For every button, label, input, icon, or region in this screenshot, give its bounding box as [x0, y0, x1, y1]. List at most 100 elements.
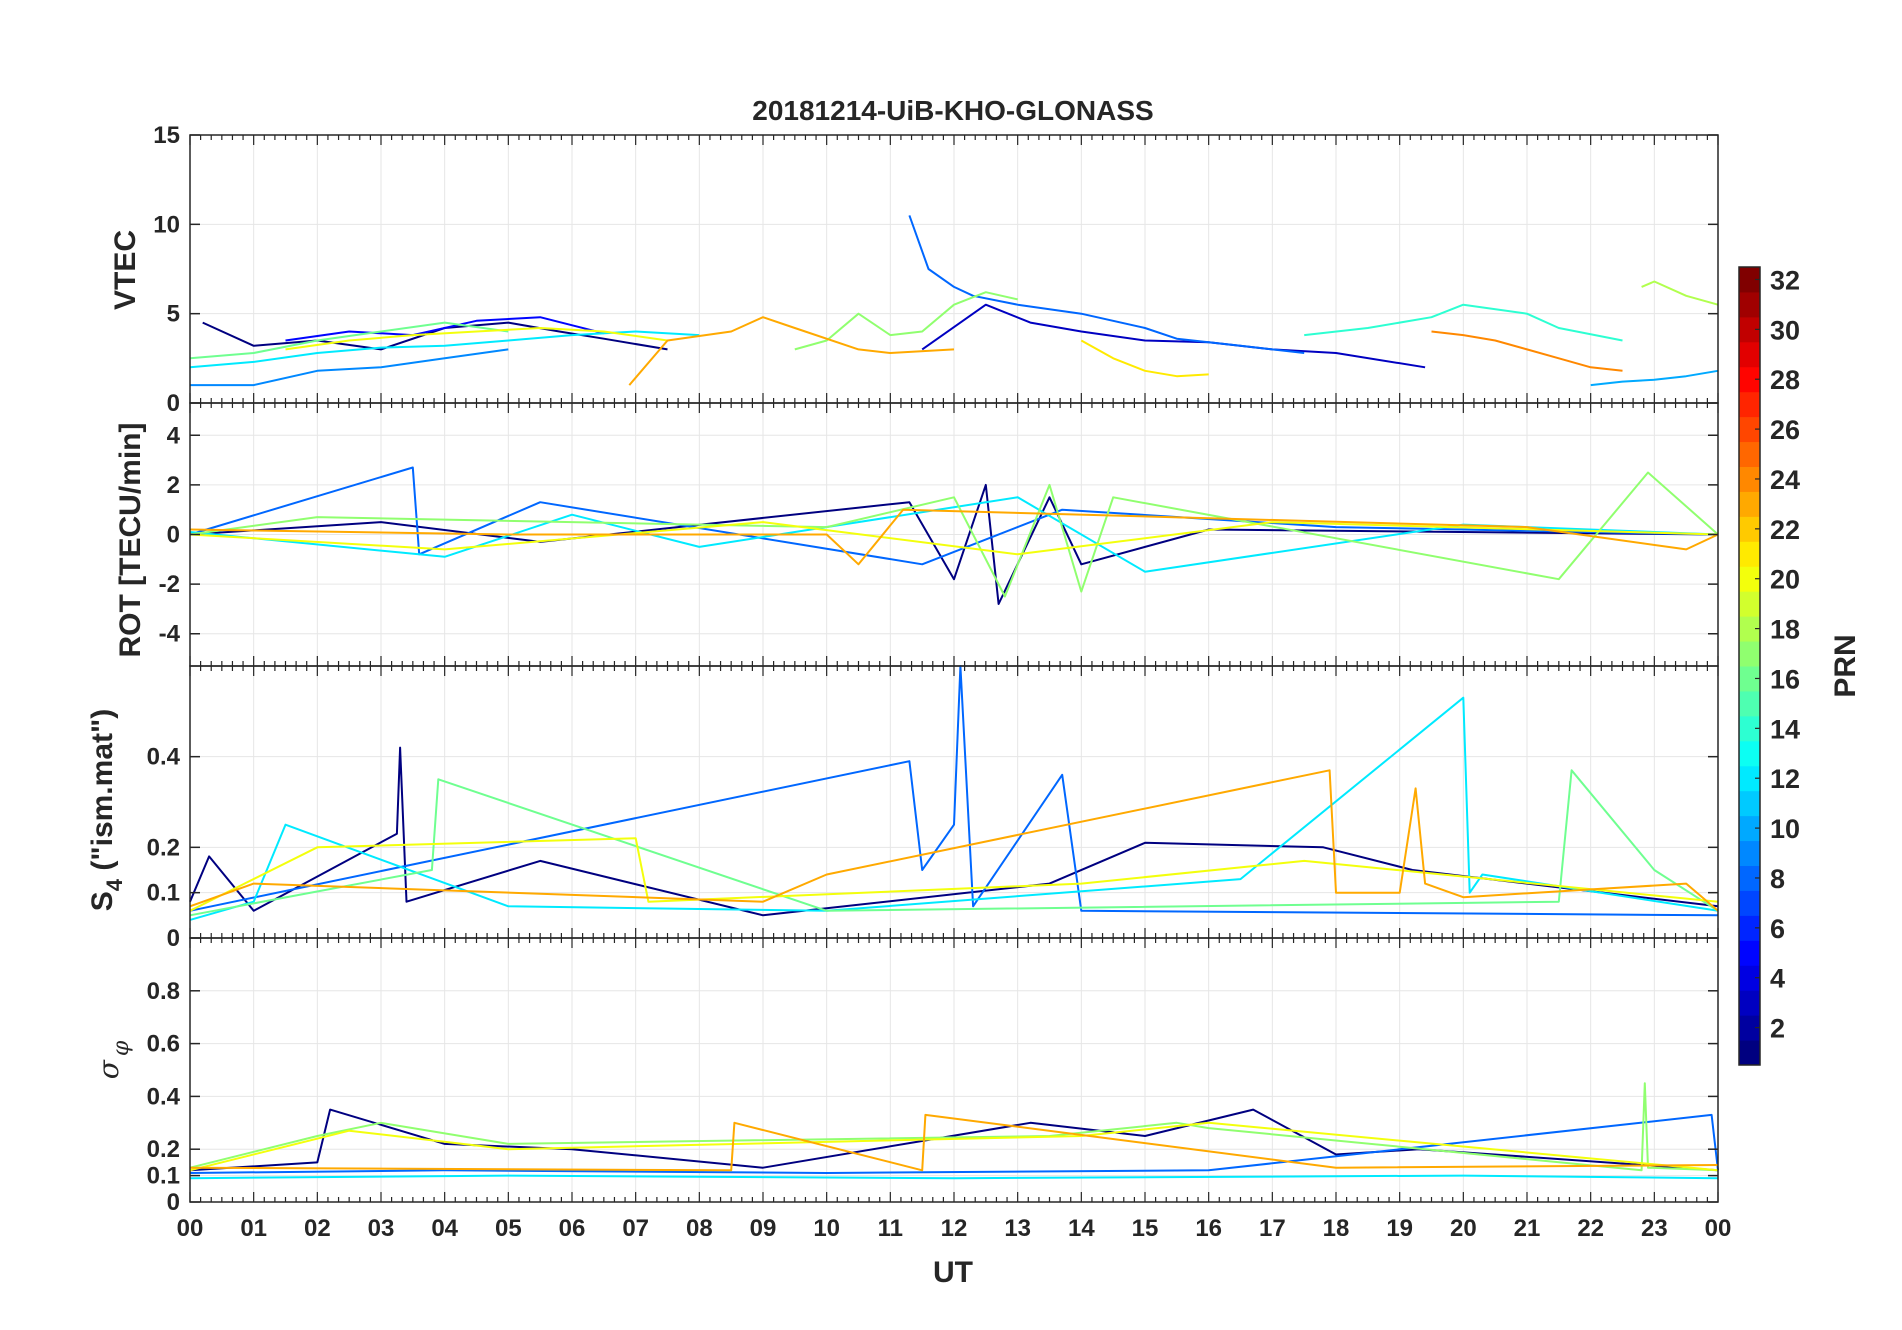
- x-tick-label: 08: [686, 1215, 713, 1242]
- colorbar-band: [1739, 416, 1760, 443]
- sigma-phi-series-prn-12: [189, 1174, 1719, 1180]
- rot-series-prn-17: [189, 471, 1719, 598]
- sigma-phi-y-tick-label: 0.6: [147, 1031, 180, 1058]
- colorbar-band: [1739, 291, 1760, 318]
- colorbar-band: [1739, 865, 1760, 891]
- x-tick-label: 19: [1386, 1215, 1413, 1242]
- vtec-y-tick-label: 15: [153, 122, 180, 149]
- colorbar-band: [1739, 1040, 1760, 1066]
- sigma-phi-panel: 00.10.2 0.4 0.6 0.8 σφ 00 01 02 03 04 05 06 07 08 09…: [92, 937, 1732, 1289]
- colorbar-band: [1739, 815, 1760, 842]
- chart-title: 20181214-UiB-KHO-GLONASS: [752, 95, 1153, 126]
- s4-series-prn-1: [189, 746, 1719, 917]
- vtec-series-prn-17: [794, 291, 1018, 351]
- colorbar-tick-label: 30: [1770, 315, 1800, 345]
- colorbar-tick-label: 2: [1770, 1014, 1785, 1044]
- s4-y-axis-label-main: S: [86, 891, 119, 911]
- colorbar-tick-label: 14: [1770, 714, 1800, 744]
- sigma-phi-y-axis-label-sub: φ: [109, 1040, 134, 1056]
- colorbar-band: [1739, 690, 1760, 717]
- s4-y-tick-label: 0.2: [147, 834, 180, 861]
- rot-y-tick-labels: -4 -2 0 2 4: [159, 422, 181, 647]
- s4-y-axis-label-sub: 4: [102, 878, 127, 891]
- colorbar-tick-label: 4: [1770, 964, 1785, 994]
- x-tick-label: 14: [1068, 1215, 1095, 1242]
- colorbar-band: [1739, 915, 1760, 941]
- colorbar-tick-label: 16: [1770, 664, 1800, 694]
- rot-series-prn-12: [189, 496, 1719, 573]
- colorbar-tick-label: 32: [1770, 265, 1800, 295]
- colorbar-tick-label: 20: [1770, 565, 1800, 595]
- s4-series-prn-20: [189, 837, 1719, 912]
- x-tick-label: 09: [750, 1215, 777, 1242]
- colorbar-band: [1739, 940, 1760, 966]
- rot-y-tick-label: -2: [159, 571, 180, 598]
- rot-grid: [189, 403, 1719, 666]
- x-tick-label: 00: [177, 1215, 204, 1242]
- colorbar-bands: [1739, 267, 1760, 1066]
- rot-y-tick-label: -4: [159, 621, 181, 648]
- sigma-phi-y-tick-label: 0.2: [147, 1136, 180, 1163]
- s4-y-axis-label-rest: ("ism.mat"): [86, 709, 119, 879]
- rot-series-prn-8: [189, 466, 1719, 566]
- sigma-phi-y-tick-label: 0: [167, 1189, 180, 1216]
- vtec-series-prn-5: [285, 316, 605, 342]
- x-tick-labels: 00 01 02 03 04 05 06 07 08 09 10 11 12 13 14 15 16 17 18 19…: [177, 1215, 1732, 1242]
- rot-y-tick-label: 0: [167, 522, 180, 549]
- colorbar-band: [1739, 391, 1760, 418]
- rot-series: [189, 466, 1719, 605]
- sigma-phi-series-prn-17: [189, 1082, 1719, 1172]
- colorbar-band: [1739, 740, 1760, 767]
- sigma-phi-series-prn-20: [189, 1121, 1719, 1172]
- vtec-series: [189, 215, 1719, 387]
- rot-y-tick-label: 4: [167, 422, 181, 449]
- x-tick-label: 21: [1514, 1215, 1541, 1242]
- s4-y-tick-labels: 0 0.1 0.2 0.4: [147, 744, 181, 952]
- x-tick-label: 22: [1577, 1215, 1604, 1242]
- colorbar-band: [1739, 990, 1760, 1016]
- vtec-frame: [189, 134, 1719, 404]
- sigma-phi-series: [189, 1082, 1719, 1180]
- s4-y-tick-label: 0.4: [147, 744, 181, 771]
- colorbar-band: [1739, 541, 1760, 567]
- sigma-phi-grid: [189, 938, 1719, 1203]
- x-tick-label: 12: [941, 1215, 968, 1242]
- colorbar-tick-label: 8: [1770, 864, 1785, 894]
- colorbar-band: [1739, 1015, 1760, 1041]
- sigma-phi-series-prn-23: [189, 1113, 1719, 1172]
- colorbar-band: [1739, 666, 1760, 692]
- colorbar-tick-label: 28: [1770, 365, 1800, 395]
- vtec-series-prn-21: [1080, 339, 1209, 378]
- colorbar-band: [1739, 965, 1760, 991]
- colorbar-band: [1739, 491, 1760, 517]
- colorbar-tick-label: 26: [1770, 415, 1800, 445]
- colorbar-tick-label: 10: [1770, 814, 1800, 844]
- sigma-phi-series-prn-8: [189, 1113, 1719, 1174]
- sigma-phi-y-axis-label: σφ: [92, 1040, 134, 1079]
- x-tick-label: 01: [240, 1215, 267, 1242]
- colorbar-band: [1739, 641, 1760, 667]
- x-tick-label: 13: [1004, 1215, 1031, 1242]
- x-tick-label: 23: [1641, 1215, 1668, 1242]
- vtec-series-prn-8: [908, 215, 1305, 354]
- vtec-series-prn-16: [189, 321, 509, 360]
- x-tick-label: 02: [304, 1215, 331, 1242]
- vtec-series-prn-14: [1304, 303, 1623, 342]
- x-tick-label: 00: [1705, 1215, 1732, 1242]
- colorbar-band: [1739, 566, 1760, 592]
- sigma-phi-y-tick-label: 0.4: [147, 1083, 181, 1110]
- vtec-series-prn-3: [921, 303, 1426, 369]
- s4-series: [189, 665, 1719, 921]
- vtec-series-prn-18: [1641, 280, 1719, 306]
- x-tick-label: 04: [431, 1215, 458, 1242]
- vtec-y-tick-label: 0: [167, 390, 180, 417]
- s4-panel: 0 0.1 0.2 0.4 S4 ("ism.mat"): [86, 665, 1719, 952]
- rot-series-prn-23: [189, 508, 1719, 566]
- colorbar-band: [1739, 316, 1760, 343]
- colorbar-band: [1739, 765, 1760, 792]
- colorbar-tick-label: 18: [1770, 615, 1800, 645]
- colorbar-frame: [1738, 266, 1761, 1066]
- sigma-phi-y-tick-label: 0.8: [147, 978, 180, 1005]
